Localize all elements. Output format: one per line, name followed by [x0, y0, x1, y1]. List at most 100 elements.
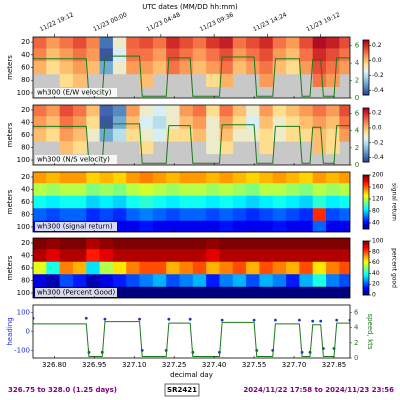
y-tick-label: 100 [17, 289, 30, 297]
heatmap-cell [206, 220, 220, 232]
colorbar-slice [363, 193, 369, 196]
heatmap-cell [139, 183, 154, 197]
heatmap-cell [312, 208, 327, 222]
heading-point [311, 319, 315, 323]
colorbar-slice [363, 120, 369, 122]
heatmap-cell [192, 37, 207, 49]
heatmap-cell [86, 274, 100, 288]
colorbar-slice [363, 139, 369, 141]
heatmap-cell [72, 261, 87, 275]
heatmap-cell [112, 261, 127, 275]
heatmap-cell [219, 73, 234, 87]
top-tick-label: 11/22 19:12 [39, 11, 75, 33]
colorbar-slice [363, 188, 369, 191]
colorbar-slice [363, 257, 369, 259]
heatmap-cell [59, 73, 74, 87]
colorbar-slice [363, 152, 369, 155]
colorbar-slice [363, 293, 369, 296]
colorbar-slice [363, 241, 369, 243]
heatmap-cell [59, 116, 74, 130]
heatmap-cell [33, 48, 47, 62]
y-axis-label: heading [6, 317, 14, 345]
colorbar-tick-label: -0.2 [372, 139, 384, 146]
heatmap-cell [112, 172, 127, 184]
heatmap-cell [326, 220, 340, 232]
colorbar-slice [363, 280, 369, 282]
heatmap-cell [272, 195, 287, 209]
colorbar-slice [363, 88, 369, 90]
heatmap-cell [72, 105, 87, 117]
heatmap-cell [339, 116, 350, 130]
heatmap-cell [139, 172, 154, 184]
heatmap-cell [179, 238, 194, 250]
heatmap-cell [46, 274, 61, 288]
heatmap-cell [166, 238, 180, 250]
colorbar-slice [363, 254, 369, 257]
x-tick-label: 327.85 [322, 361, 347, 369]
heatmap-cell [206, 73, 220, 87]
y-tick-label: 80 [21, 211, 30, 219]
colorbar-slice [363, 274, 369, 277]
colorbar-slice [363, 151, 369, 153]
heatmap-cell [286, 195, 300, 209]
footer-left: 326.75 to 328.0 (1.25 days) [8, 386, 117, 394]
heatmap-cell [272, 37, 287, 49]
colorbar-slice [363, 155, 369, 157]
heatmap-cell [112, 61, 127, 75]
colorbar-frame [362, 39, 370, 96]
heatmap-cell [46, 61, 61, 75]
colorbar-slice [363, 135, 369, 137]
colorbar-slice [363, 53, 369, 56]
heatmap-cell [86, 48, 100, 62]
heatmap-cell [286, 249, 300, 263]
heatmap-cell [326, 61, 340, 75]
heatmap-cell [166, 286, 180, 298]
top-tick-label: 11/23 14:24 [252, 11, 288, 33]
heatmap-cell [219, 274, 234, 288]
colorbar-slice [363, 71, 369, 74]
y-tick-label: -100 [14, 346, 30, 354]
heatmap-cell [152, 249, 167, 263]
colorbar-slice [363, 132, 369, 134]
heatmap-cell [219, 37, 234, 49]
colorbar-slice [363, 59, 369, 61]
colorbar-slice [363, 223, 369, 226]
heading-point [319, 319, 323, 323]
colorbar-slice [363, 93, 369, 96]
heatmap-cell [259, 286, 274, 298]
colorbar-slice [363, 278, 369, 281]
heatmap-cell [219, 105, 234, 117]
heatmap-cell [192, 261, 207, 275]
heatmap-cell [246, 172, 260, 184]
colorbar-slice [363, 68, 369, 71]
heatmap-cell [259, 238, 274, 250]
colorbar-slice [363, 66, 369, 68]
heatmap-cell [179, 183, 194, 197]
colorbar-slice [363, 62, 369, 64]
heatmap-cell [99, 105, 114, 117]
heatmap-cell [259, 128, 274, 142]
colorbar-slice [363, 212, 369, 215]
heatmap-cell [272, 105, 287, 117]
colorbar-slice [363, 116, 369, 118]
colorbar-slice [363, 160, 369, 163]
heatmap-cell [339, 249, 350, 263]
heatmap-cell [46, 183, 61, 197]
heatmap-cell [192, 286, 207, 298]
heatmap-cell [112, 220, 127, 232]
heatmap-cell [86, 61, 100, 75]
heatmap-cell [86, 172, 100, 184]
colorbar-slice [363, 184, 369, 187]
panel-frame [32, 304, 351, 359]
heatmap-cell [339, 208, 350, 222]
heatmap-cell [339, 220, 350, 232]
heatmap-cell [179, 61, 194, 75]
heatmap-cell [232, 105, 247, 117]
heatmap-cell [192, 105, 207, 117]
heatmap-cell [272, 61, 287, 75]
colorbar-slice [363, 118, 369, 121]
heatmap-cell [299, 105, 314, 117]
colorbar-slice [363, 145, 369, 148]
heatmap-cell [72, 37, 87, 49]
colorbar-frame [362, 107, 370, 163]
